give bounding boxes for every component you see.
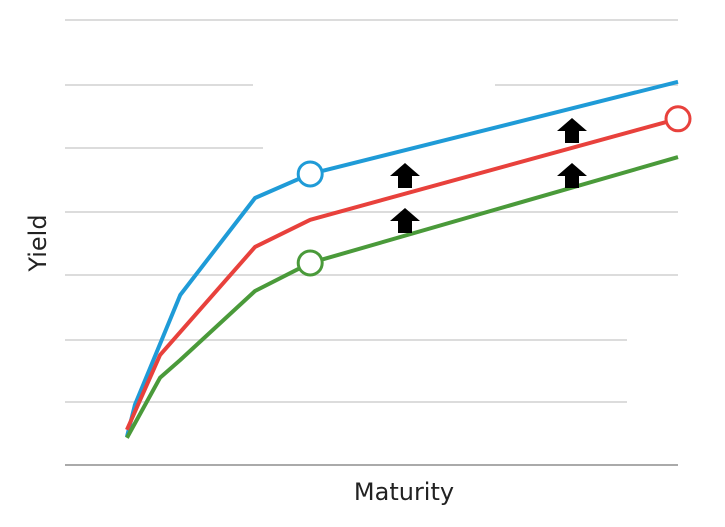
series-line: [125, 116, 679, 431]
up-arrow: [557, 118, 587, 143]
plot: [124, 79, 692, 439]
x-axis-label: Maturity: [354, 478, 454, 506]
point-marker: [296, 249, 324, 277]
series-line: [125, 155, 679, 439]
y-axis-label: Yield: [24, 214, 52, 272]
up-arrow: [390, 163, 420, 188]
series-line: [124, 79, 679, 438]
point-marker: [664, 105, 692, 133]
point-marker: [296, 160, 324, 188]
up-arrow: [390, 208, 420, 233]
up-arrow: [557, 163, 587, 188]
arrows: [390, 118, 587, 233]
grid: [65, 19, 678, 403]
